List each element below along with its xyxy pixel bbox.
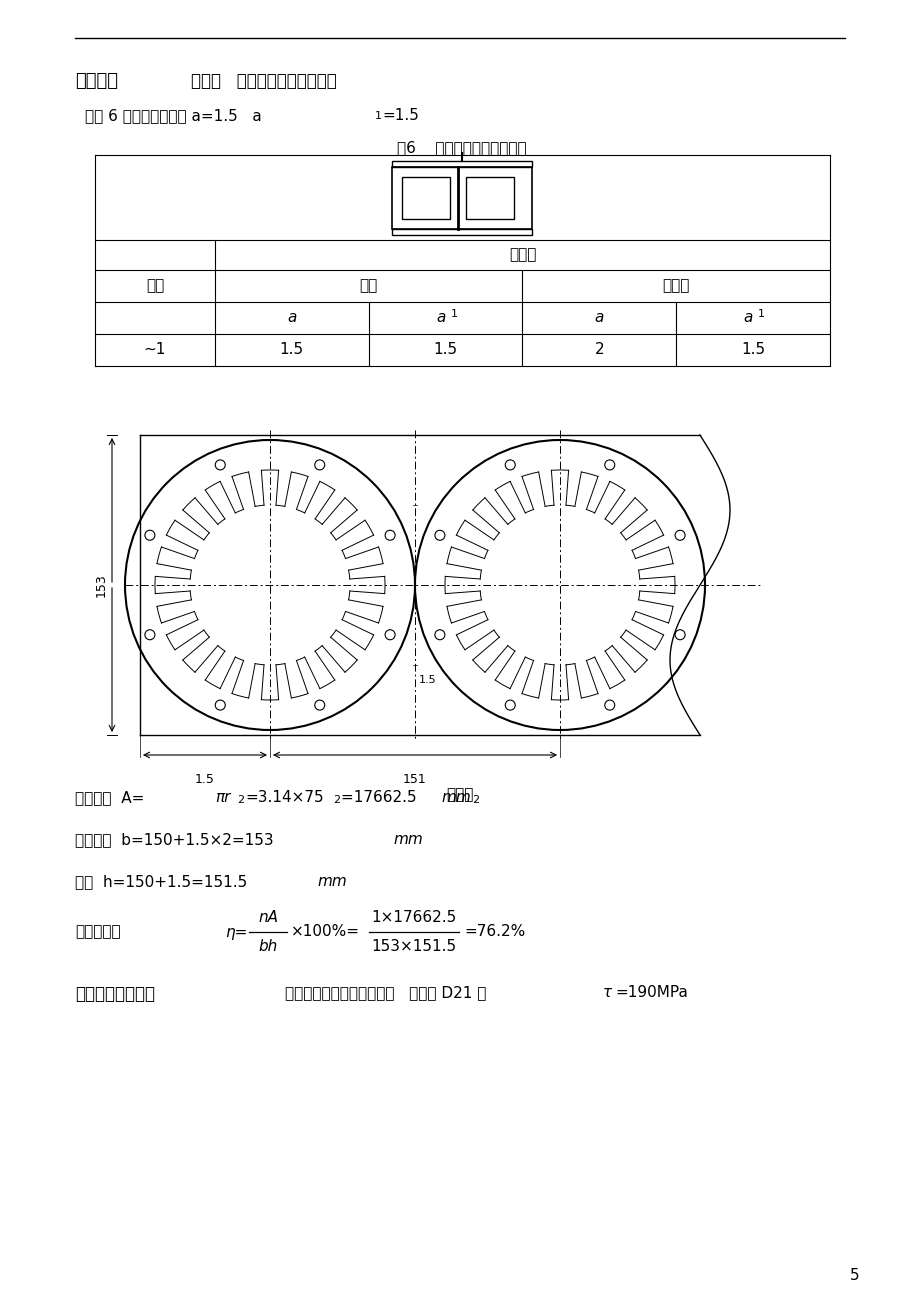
Text: 1×17662.5: 1×17662.5 [371, 910, 456, 924]
Text: πr: πr [215, 790, 230, 805]
Text: ~1: ~1 [143, 342, 166, 358]
Text: 材料利用率: 材料利用率 [75, 924, 120, 939]
Text: 1: 1 [450, 309, 457, 319]
Text: 手送料: 手送料 [508, 247, 536, 263]
Bar [392, 228, 532, 234]
Text: 五、计算冲压力：: 五、计算冲压力： [75, 986, 154, 1003]
Text: 袈6    冲裁金属材料的搭边値: 袈6 冲裁金属材料的搭边値 [397, 141, 527, 155]
Text: 条料宽度  b=150+1.5×2=153: 条料宽度 b=150+1.5×2=153 [75, 832, 278, 848]
Text: 1: 1 [757, 309, 765, 319]
Text: nA: nA [257, 910, 278, 924]
Text: 2: 2 [471, 796, 479, 805]
Text: 四、排样: 四、排样 [75, 72, 118, 90]
Bar [392, 167, 532, 228]
Text: bh: bh [258, 939, 278, 954]
Bar [392, 160, 532, 167]
Text: 非圆形: 非圆形 [662, 279, 689, 293]
Text: mm: mm [440, 790, 471, 805]
Text: 1.5: 1.5 [418, 674, 437, 685]
Text: 1.5: 1.5 [279, 342, 303, 358]
Text: =190MPa: =190MPa [614, 986, 687, 1000]
Text: =1.5: =1.5 [381, 108, 418, 122]
Text: =17662.5: =17662.5 [341, 790, 421, 805]
Text: =3.14×75: =3.14×75 [244, 790, 323, 805]
Text: 1: 1 [375, 111, 381, 121]
Text: 153: 153 [95, 573, 108, 596]
Text: τ: τ [602, 986, 611, 1000]
Text: 2: 2 [333, 796, 340, 805]
Text: mm: mm [317, 874, 346, 889]
Text: a: a [436, 310, 445, 326]
Bar [403, 177, 450, 219]
Bar [466, 177, 514, 219]
Text: 2: 2 [237, 796, 244, 805]
Text: 毛胚面积  A=: 毛胚面积 A= [75, 790, 144, 805]
Text: 1.5: 1.5 [433, 342, 457, 358]
Text: a: a [743, 310, 752, 326]
Text: 2: 2 [594, 342, 604, 358]
Text: 排样图: 排样图 [446, 786, 473, 802]
Text: 采用弹性卸料和上出料方式   确饰片 D21 的: 采用弹性卸料和上出料方式 确饰片 D21 的 [285, 986, 486, 1000]
Text: 5: 5 [849, 1268, 859, 1282]
Text: 圆形: 圆形 [359, 279, 378, 293]
Text: 见下图   为直排有废料排样方式: 见下图 为直排有废料排样方式 [170, 72, 336, 90]
Text: 1.5: 1.5 [741, 342, 765, 358]
Text: 进距  h=150+1.5=151.5: 进距 h=150+1.5=151.5 [75, 874, 252, 889]
Text: ×100%=: ×100%= [290, 924, 359, 940]
Text: =76.2%: =76.2% [463, 924, 525, 940]
Text: 1.5: 1.5 [195, 773, 215, 786]
Text: 料厚: 料厚 [146, 279, 164, 293]
Text: 153×151.5: 153×151.5 [371, 939, 456, 954]
Text: η=: η= [225, 924, 247, 940]
Text: a: a [594, 310, 604, 326]
Text: 由表 6 查得最小搭边値 a=1.5   a: 由表 6 查得最小搭边値 a=1.5 a [85, 108, 262, 122]
Text: mm: mm [392, 832, 423, 848]
Text: a: a [287, 310, 296, 326]
Text: 151: 151 [403, 773, 426, 786]
